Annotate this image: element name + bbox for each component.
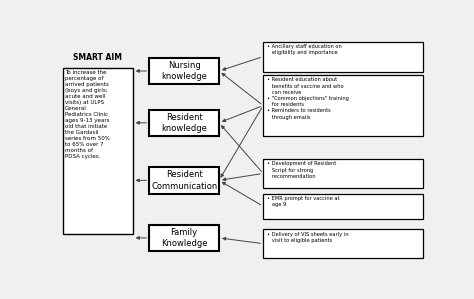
Text: Resident
knowledge: Resident knowledge <box>161 112 207 133</box>
FancyBboxPatch shape <box>149 109 219 136</box>
FancyBboxPatch shape <box>149 58 219 84</box>
Text: • Development of Resident
   Script for strong
   recommendation: • Development of Resident Script for str… <box>267 161 336 179</box>
Text: • Ancillary staff education on
   eligibility and importance: • Ancillary staff education on eligibili… <box>267 44 342 55</box>
FancyBboxPatch shape <box>149 167 219 193</box>
Text: • Resident education about
   benefits of vaccine and who
   can receive
• "Comm: • Resident education about benefits of v… <box>267 77 349 120</box>
Text: Nursing
knowledge: Nursing knowledge <box>161 61 207 81</box>
FancyBboxPatch shape <box>263 75 423 136</box>
Text: • EMR prompt for vaccine at
   age 9: • EMR prompt for vaccine at age 9 <box>267 196 339 207</box>
Text: Family
Knowledge: Family Knowledge <box>161 228 208 248</box>
FancyBboxPatch shape <box>63 68 133 234</box>
Text: SMART AIM: SMART AIM <box>73 53 122 62</box>
FancyBboxPatch shape <box>263 159 423 188</box>
Text: • Delivery of VIS sheets early in
   visit to eligible patients: • Delivery of VIS sheets early in visit … <box>267 231 348 243</box>
Text: To increase the
percentage of
arrived patients
(boys and girls;
acute and well
v: To increase the percentage of arrived pa… <box>65 71 110 159</box>
Text: Resident
Communication: Resident Communication <box>151 170 217 190</box>
FancyBboxPatch shape <box>263 42 423 71</box>
FancyBboxPatch shape <box>263 193 423 219</box>
FancyBboxPatch shape <box>263 229 423 258</box>
FancyBboxPatch shape <box>149 225 219 251</box>
